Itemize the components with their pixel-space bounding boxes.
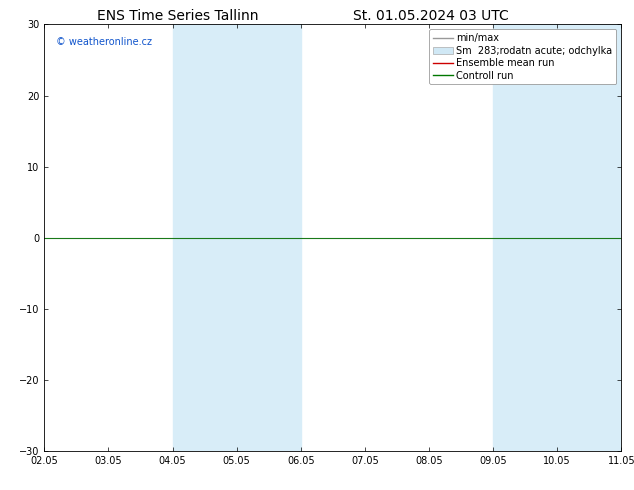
Bar (493, 24, 557, 451)
Bar (236, 24, 301, 451)
Bar (172, 24, 236, 451)
Legend: min/max, Sm  283;rodatn acute; odchylka, Ensemble mean run, Controll run: min/max, Sm 283;rodatn acute; odchylka, … (429, 29, 616, 84)
Bar (557, 24, 621, 451)
Text: ENS Time Series Tallinn: ENS Time Series Tallinn (97, 9, 258, 23)
Text: St. 01.05.2024 03 UTC: St. 01.05.2024 03 UTC (353, 9, 509, 23)
Text: © weatheronline.cz: © weatheronline.cz (56, 37, 152, 48)
